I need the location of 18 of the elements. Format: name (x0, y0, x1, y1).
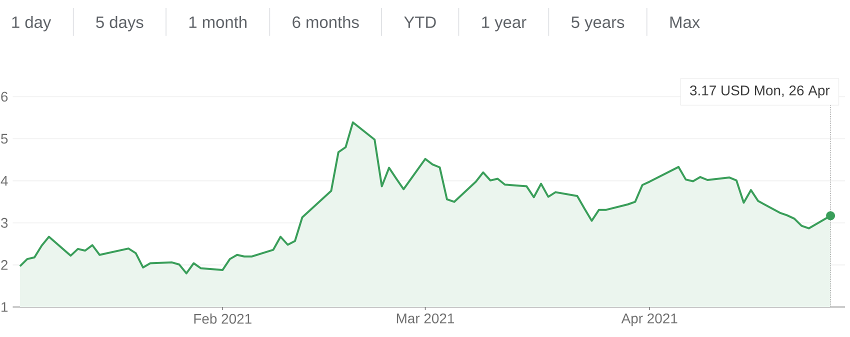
text: 1 day (12, 16, 52, 32)
text: YTD (404, 16, 436, 28)
y-tick-label: 4 (0, 176, 8, 186)
text: 1 month (189, 16, 246, 28)
x-tick-label: Feb 2021 (194, 314, 252, 324)
y-tick-label: 6 (1, 92, 8, 102)
x-tick-label: Apr 2021 (621, 314, 678, 326)
text: 5 days (96, 16, 144, 32)
y-tick-label: 5 (1, 134, 8, 144)
text: Max (670, 16, 700, 28)
y-tick-label: 3 (1, 218, 8, 228)
y-tick-label: 1 (2, 302, 8, 312)
text: 1 year (482, 16, 526, 32)
annotation: 3.17 USD Mon, 26 Apr (690, 86, 830, 98)
x-tick-label: Mar 2021 (396, 314, 454, 324)
y-tick-label: 2 (1, 260, 8, 270)
text: 6 months (292, 16, 359, 28)
text: 5 years (571, 16, 624, 32)
